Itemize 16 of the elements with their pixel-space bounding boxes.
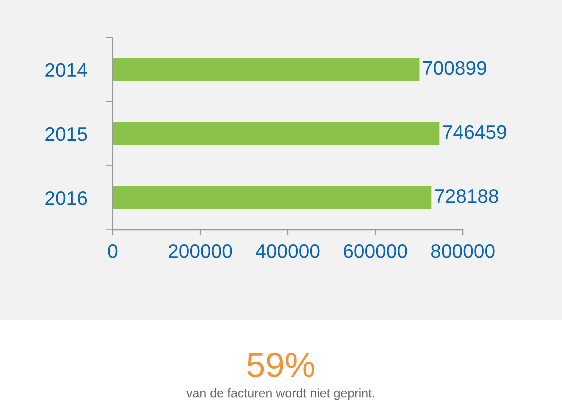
x-tick-label: 200000: [169, 244, 232, 258]
y-tick-label: 2015: [46, 127, 88, 142]
bar: [112, 58, 420, 82]
x-tick-label: 600000: [344, 244, 408, 258]
x-tick-label: 0: [108, 244, 118, 258]
bar: [112, 186, 432, 210]
data-label: 728188: [435, 189, 498, 204]
y-tick-label: 2014: [46, 63, 88, 78]
data-label: 700899: [423, 61, 486, 76]
x-tick-label: 400000: [256, 244, 320, 258]
data-label: 746459: [443, 125, 506, 140]
x-tick-label: 800000: [431, 244, 495, 258]
y-tick-label: 2016: [46, 191, 88, 206]
text: van de facturen wordt niet geprint.: [186, 388, 374, 400]
text: 59%: [248, 352, 315, 378]
bar: [112, 122, 440, 146]
